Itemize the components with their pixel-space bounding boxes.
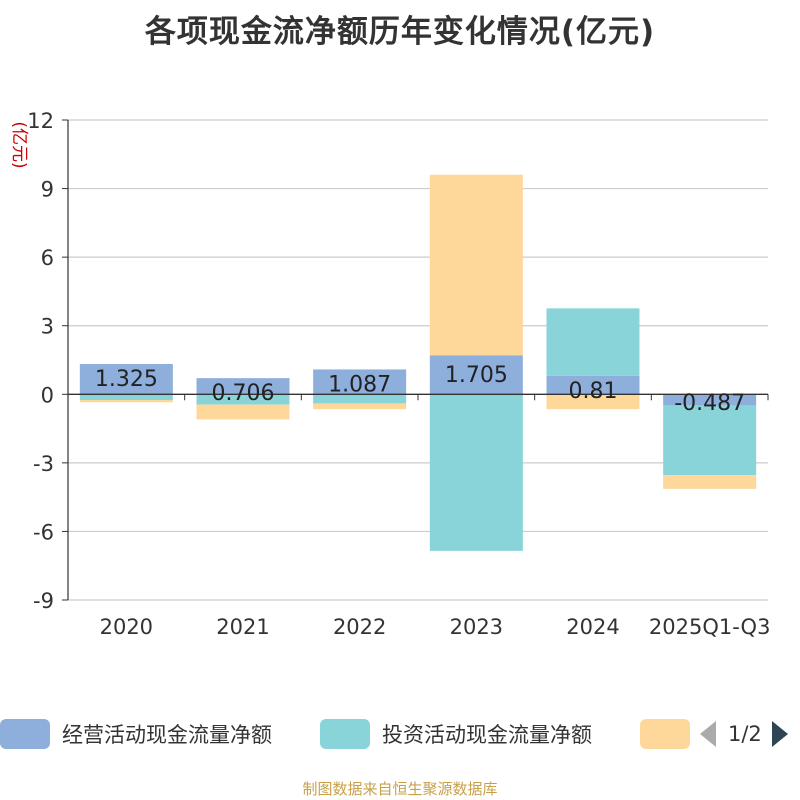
legend-item-investing[interactable]: 投资活动现金流量净额 — [320, 716, 592, 752]
bar-segment-2 — [663, 405, 757, 476]
bar-segment-1 — [663, 394, 757, 406]
stacked-bar-chart: -9 -6 -3 0 3 6 9 12(亿元) 2020 2021 2022 2023 2024 2025… — [9, 109, 771, 639]
y-tick-label: 9 — [41, 178, 54, 202]
bar-segment-2 — [196, 394, 290, 405]
legend-item-financing[interactable] — [640, 716, 702, 752]
legend-swatch-investing — [320, 719, 370, 749]
legend-item-operating[interactable]: 经营活动现金流量净额 — [0, 716, 272, 752]
bar-segment-1 — [196, 378, 290, 395]
y-tick-label: -3 — [33, 452, 54, 476]
legend-swatch-financing — [640, 719, 690, 749]
bar-segment-3 — [546, 394, 640, 410]
x-tick-label: 2023 — [450, 615, 503, 639]
bar-segment-3 — [79, 400, 173, 403]
x-tick-label: 2025Q1-Q3 — [649, 615, 771, 639]
data-label: 0.81 — [569, 379, 618, 404]
bar-segment-2 — [313, 394, 407, 404]
data-label: 0.706 — [212, 381, 275, 406]
bar-segment-1 — [546, 375, 640, 395]
chart-title: 各项现金流净额历年变化情况(亿元) — [144, 14, 656, 50]
y-axis-title: (亿元) — [9, 121, 29, 168]
bar-segment-1 — [79, 364, 173, 395]
next-page-icon[interactable] — [771, 721, 788, 747]
bar-segment-3 — [196, 404, 290, 420]
x-tick-label: 2022 — [333, 615, 386, 639]
bar-segment-2 — [546, 308, 640, 376]
y-tick-label: 6 — [41, 246, 54, 270]
legend-pager: 1/2 — [700, 716, 788, 752]
legend-page-indicator: 1/2 — [728, 722, 762, 746]
data-label: 1.705 — [445, 363, 508, 388]
legend-label-investing: 投资活动现金流量净额 — [382, 723, 592, 747]
y-tick-label: 0 — [41, 383, 54, 407]
bar-segment-3 — [663, 475, 757, 489]
data-label: -0.487 — [674, 391, 745, 416]
bar-segment-3 — [313, 403, 407, 410]
bar-segment-3 — [429, 174, 523, 356]
data-label: 1.087 — [328, 372, 391, 397]
bar-segment-1 — [313, 369, 407, 395]
data-source-note: 制图数据来自恒生聚源数据库 — [302, 780, 498, 798]
x-tick-label: 2024 — [566, 615, 619, 639]
bar-segment-2 — [429, 394, 523, 551]
y-tick-label: -6 — [33, 520, 54, 544]
y-tick-label: 3 — [41, 315, 54, 339]
legend-label-operating: 经营活动现金流量净额 — [62, 723, 272, 747]
y-tick-label: 12 — [27, 109, 54, 133]
y-tick-label: -9 — [33, 589, 54, 613]
x-tick-label: 2020 — [100, 615, 153, 639]
data-label: 1.325 — [95, 367, 158, 392]
bar-segment-2 — [79, 394, 173, 400]
bar-segment-1 — [429, 355, 523, 395]
prev-page-icon[interactable] — [700, 721, 716, 747]
legend-swatch-operating — [0, 719, 50, 749]
x-tick-label: 2021 — [216, 615, 269, 639]
